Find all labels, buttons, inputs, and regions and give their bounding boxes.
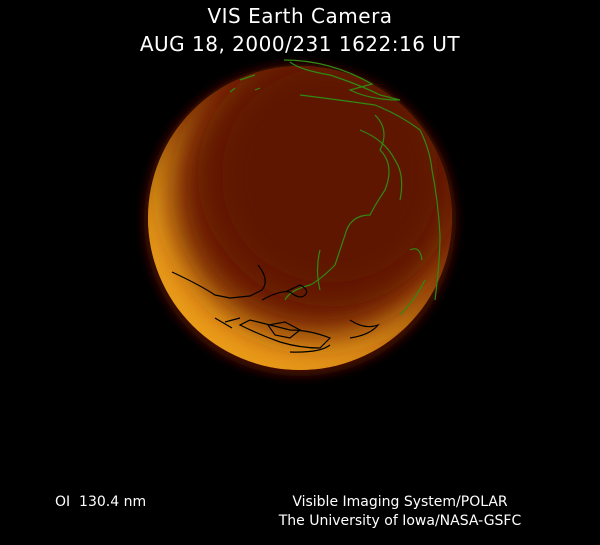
image-timestamp: AUG 18, 2000/231 1622:16 UT — [139, 32, 461, 56]
filter-wavelength-label: OI 130.4 nm — [55, 494, 147, 510]
instrument-credit: Visible Imaging System/POLAR — [292, 494, 508, 510]
coastline-north — [229, 59, 441, 316]
coastline-south — [171, 264, 380, 353]
institution-credit: The University of Iowa/NASA-GSFC — [278, 513, 522, 529]
image-title: VIS Earth Camera — [207, 4, 393, 28]
